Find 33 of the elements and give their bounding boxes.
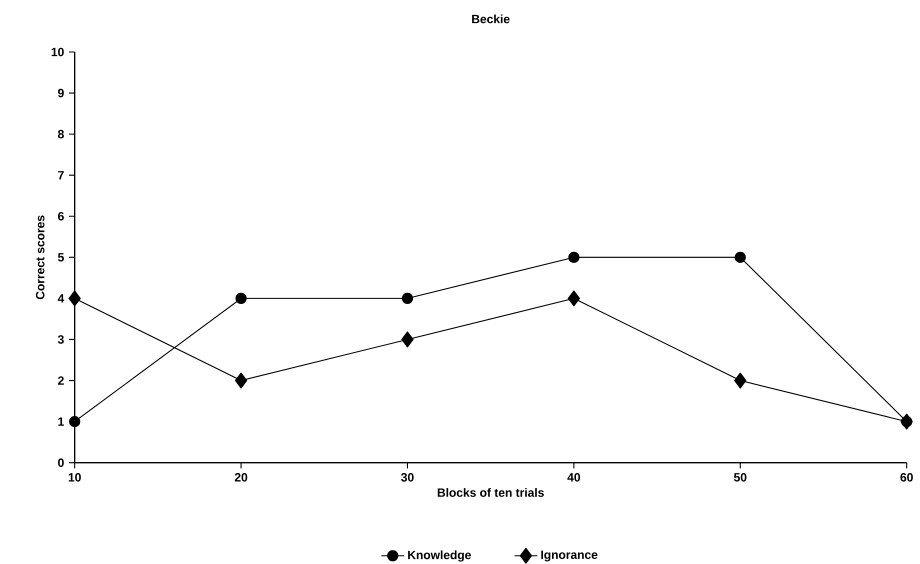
point: [69, 416, 80, 428]
y-tick-label: 9: [58, 88, 64, 98]
y-tick-label: 0: [58, 458, 64, 467]
x-tick-label: 20: [234, 473, 248, 482]
x-tick-label: 60: [900, 473, 913, 482]
point: [234, 372, 248, 389]
y-tick-label: 10: [52, 48, 64, 56]
x-tick-label: 10: [68, 473, 81, 482]
x-tick-label: 40: [567, 473, 580, 482]
x-tick-label: 30: [401, 473, 414, 482]
point: [734, 372, 746, 389]
y-tick-label: 4: [58, 294, 64, 303]
point: [734, 252, 746, 263]
x-axis-title: Blocks of ten trials: [438, 488, 544, 497]
legend-label: Knowledge: [408, 550, 471, 562]
y-tick-label: 1: [58, 417, 64, 426]
point: [402, 292, 414, 304]
chart-title: Beckie: [472, 14, 510, 24]
y-tick-label: 7: [58, 171, 64, 180]
legend-label: Ignorance: [541, 550, 598, 562]
y-axis-title: Correct scores: [36, 215, 44, 300]
point: [235, 292, 247, 304]
y-tick-label: 3: [58, 335, 64, 344]
point: [568, 290, 580, 306]
point: [68, 290, 81, 306]
point: [900, 414, 913, 430]
y-tick-label: 6: [58, 212, 64, 221]
x-tick-label: 50: [734, 473, 746, 482]
y-tick-label: 8: [58, 130, 64, 138]
y-tick-label: 2: [58, 376, 64, 385]
y-tick-label: 5: [58, 253, 64, 262]
point: [568, 252, 580, 263]
point: [401, 331, 414, 348]
